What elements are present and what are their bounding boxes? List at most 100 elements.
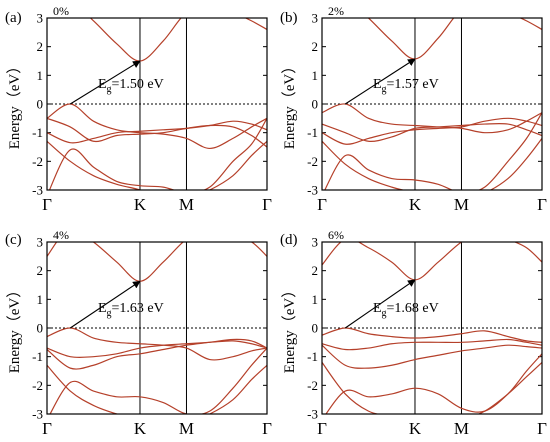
- plot-frame: [321, 241, 543, 415]
- x-tick-label: M: [179, 419, 194, 438]
- band-line: [89, 18, 267, 62]
- band-line: [47, 242, 267, 282]
- band-gap-label: Eg=1.63 eV: [98, 301, 164, 319]
- band-line: [47, 340, 267, 359]
- y-tick-label: -2: [307, 378, 318, 393]
- band-line: [47, 117, 267, 148]
- gap-arrow: [69, 280, 141, 329]
- y-tick-label: 2: [37, 263, 44, 278]
- band-lines: [322, 18, 542, 190]
- band-line: [322, 361, 542, 414]
- band-line: [47, 338, 267, 370]
- y-tick-label: 1: [312, 292, 319, 307]
- x-tick-label: K: [409, 419, 422, 438]
- y-tick-label: 0: [37, 97, 44, 112]
- y-tick-label: -3: [32, 407, 43, 422]
- x-tick-label: K: [134, 195, 147, 214]
- gap-arrow: [69, 60, 141, 105]
- band-gap-label: Eg=1.50 eV: [98, 77, 164, 95]
- y-tick-label: -1: [307, 125, 318, 140]
- x-tick-label: Γ: [262, 419, 272, 438]
- panel-label: (d): [280, 232, 298, 248]
- x-tick-label: Γ: [42, 195, 52, 214]
- y-tick-label: -1: [307, 349, 318, 364]
- y-tick-label: 3: [312, 11, 319, 26]
- y-tick-label: -3: [307, 407, 318, 422]
- band-lines: [322, 242, 542, 414]
- y-tick-label: 1: [37, 292, 44, 307]
- x-tick-label: Γ: [262, 195, 272, 214]
- plot-frame: [46, 241, 268, 415]
- y-tick-label: -3: [32, 183, 43, 198]
- y-tick-label: 1: [37, 68, 44, 83]
- y-tick-label: 0: [312, 321, 319, 336]
- band-line: [47, 364, 267, 414]
- band-line: [324, 112, 542, 190]
- x-tick-label: M: [454, 195, 469, 214]
- y-axis-label: Energy（eV）: [6, 59, 23, 150]
- band-line: [367, 18, 542, 60]
- y-tick-label: 2: [312, 39, 319, 54]
- y-tick-label: 1: [312, 68, 319, 83]
- x-tick-label: Γ: [537, 195, 547, 214]
- x-tick-label: K: [134, 419, 147, 438]
- gap-arrow: [344, 58, 416, 105]
- panel-label: (b): [280, 10, 298, 26]
- band-line: [322, 344, 542, 369]
- x-tick-label: K: [409, 195, 422, 214]
- strain-label: 4%: [53, 228, 69, 242]
- strain-label: 2%: [328, 4, 344, 18]
- band-line: [47, 327, 267, 361]
- x-tick-label: Γ: [317, 195, 327, 214]
- y-axis-label: Energy（eV）: [281, 283, 298, 374]
- y-tick-label: -2: [32, 378, 43, 393]
- band-line: [322, 117, 542, 145]
- band-line: [48, 118, 267, 190]
- plot-frame: [321, 17, 543, 191]
- y-tick-label: 0: [312, 97, 319, 112]
- x-tick-label: Γ: [537, 419, 547, 438]
- y-tick-label: -1: [32, 349, 43, 364]
- x-tick-label: Γ: [317, 419, 327, 438]
- band-line: [322, 327, 542, 343]
- band-lines: [47, 18, 267, 190]
- band-gap-label: Eg=1.68 eV: [373, 301, 439, 319]
- y-tick-label: -1: [32, 125, 43, 140]
- plot-frame: [46, 17, 268, 191]
- x-tick-label: Γ: [42, 419, 52, 438]
- y-tick-label: 0: [37, 321, 44, 336]
- gap-arrow: [344, 279, 416, 329]
- y-tick-label: 3: [312, 235, 319, 250]
- y-tick-label: -2: [32, 154, 43, 169]
- y-tick-label: 3: [37, 235, 44, 250]
- band-line: [322, 122, 542, 142]
- y-tick-label: -3: [307, 183, 318, 198]
- band-line: [47, 140, 267, 190]
- y-tick-label: 2: [312, 263, 319, 278]
- band-line: [322, 338, 542, 351]
- panel-label: (c): [5, 232, 22, 248]
- band-line: [47, 120, 267, 144]
- y-tick-label: -2: [307, 154, 318, 169]
- x-tick-label: M: [454, 419, 469, 438]
- band-line: [47, 103, 267, 150]
- y-axis-label: Energy（eV）: [281, 59, 298, 150]
- band-line: [49, 347, 267, 414]
- strain-label: 0%: [53, 4, 69, 18]
- band-line: [322, 138, 542, 190]
- y-tick-label: 3: [37, 11, 44, 26]
- band-lines: [47, 242, 267, 414]
- x-tick-label: M: [179, 195, 194, 214]
- band-line: [325, 353, 542, 414]
- y-axis-label: Energy（eV）: [6, 283, 23, 374]
- y-tick-label: 2: [37, 39, 44, 54]
- strain-label: 6%: [328, 228, 344, 242]
- panel-label: (a): [5, 10, 22, 26]
- band-gap-label: Eg=1.57 eV: [373, 77, 439, 95]
- band-line: [322, 242, 542, 281]
